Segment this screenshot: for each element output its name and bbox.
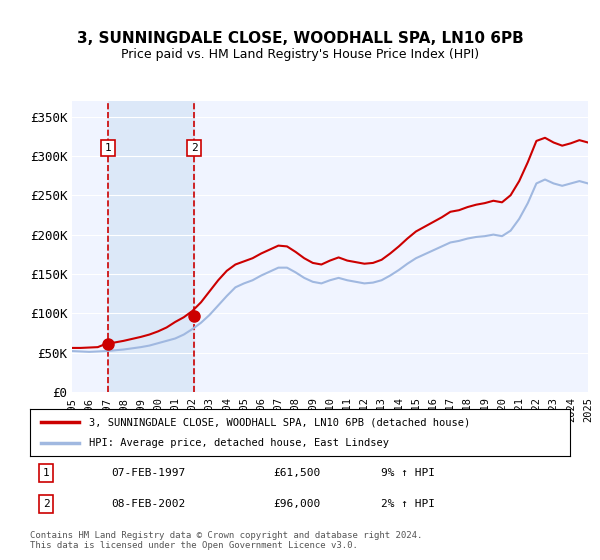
Text: 9% ↑ HPI: 9% ↑ HPI [381,468,435,478]
Text: Price paid vs. HM Land Registry's House Price Index (HPI): Price paid vs. HM Land Registry's House … [121,48,479,60]
Text: £61,500: £61,500 [273,468,320,478]
Text: 07-FEB-1997: 07-FEB-1997 [111,468,185,478]
Text: 08-FEB-2002: 08-FEB-2002 [111,499,185,509]
Text: £96,000: £96,000 [273,499,320,509]
Bar [108,101,194,392]
Text: 2% ↑ HPI: 2% ↑ HPI [381,499,435,509]
Text: Contains HM Land Registry data © Crown copyright and database right 2024.
This d: Contains HM Land Registry data © Crown c… [30,530,422,550]
Text: 3, SUNNINGDALE CLOSE, WOODHALL SPA, LN10 6PB: 3, SUNNINGDALE CLOSE, WOODHALL SPA, LN10… [77,31,523,46]
Text: 3, SUNNINGDALE CLOSE, WOODHALL SPA, LN10 6PB (detached house): 3, SUNNINGDALE CLOSE, WOODHALL SPA, LN10… [89,417,470,427]
Text: 1: 1 [105,143,112,153]
Text: HPI: Average price, detached house, East Lindsey: HPI: Average price, detached house, East… [89,438,389,448]
Text: 2: 2 [191,143,197,153]
Text: 2: 2 [43,499,50,509]
Text: 1: 1 [43,468,50,478]
